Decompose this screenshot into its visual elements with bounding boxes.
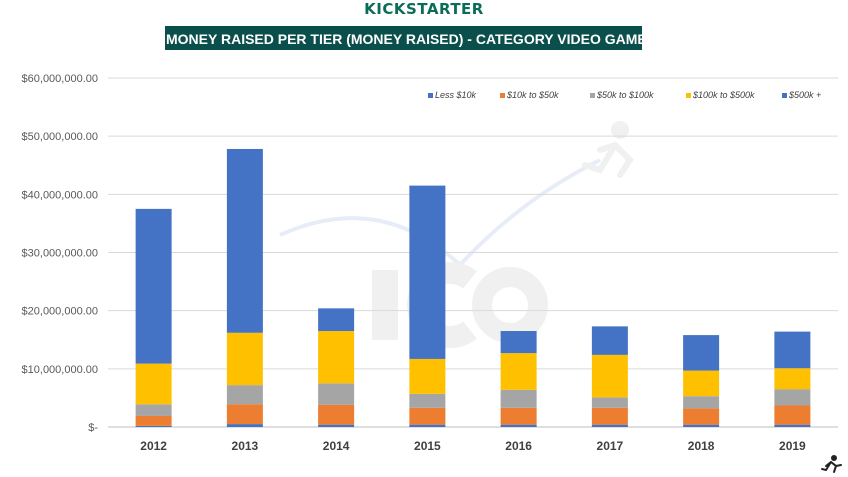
bar-segment	[318, 424, 355, 427]
bar-segment	[135, 425, 172, 427]
bar-segment	[409, 407, 446, 425]
bar-segment	[226, 385, 263, 405]
bar-segment	[774, 389, 811, 406]
bar-segment	[135, 208, 172, 364]
bar-segment	[318, 331, 355, 384]
bar-segment	[591, 326, 628, 355]
legend-swatch	[500, 93, 505, 98]
bar-segment	[500, 389, 537, 408]
bar-segment	[591, 354, 628, 398]
y-tick-label: $30,000,000.00	[22, 248, 98, 260]
x-tick-label: 2015	[414, 439, 441, 453]
bar-segment	[226, 148, 263, 333]
gridlines	[108, 77, 838, 428]
bar-segment	[683, 370, 720, 397]
bar-segment	[774, 331, 811, 369]
y-tick-label: $60,000,000.00	[22, 73, 98, 85]
bar-segment	[135, 363, 172, 405]
brand-title: KICKSTARTER	[364, 0, 484, 18]
bar-segment	[500, 407, 537, 425]
bars	[135, 148, 811, 427]
bar-segment	[226, 332, 263, 386]
y-tick-label: $50,000,000.00	[22, 131, 98, 143]
legend: Less $10k $10k to $50k $50k to $100k $100k …	[428, 90, 821, 100]
bar-segment	[774, 424, 811, 427]
legend-label: $50k to $100k	[596, 90, 654, 100]
legend-label: Less $10k	[435, 90, 477, 100]
bar-segment	[226, 424, 263, 427]
watermark-logo	[279, 121, 634, 348]
bar-segment	[135, 404, 172, 416]
bar-segment	[135, 415, 172, 426]
x-axis: 2012 2013 2014 2015 2016 2017 2018 2019	[140, 439, 806, 453]
runner-icon	[821, 455, 842, 473]
y-tick-label: $10,000,000.00	[22, 364, 98, 376]
bar-segment	[774, 405, 811, 425]
legend-label: $100k to $500k	[692, 90, 755, 100]
legend-label: $500k +	[788, 90, 821, 100]
x-tick-label: 2014	[323, 439, 350, 453]
bar-segment	[683, 424, 720, 427]
bar-segment	[409, 424, 446, 427]
x-tick-label: 2013	[232, 439, 259, 453]
y-tick-label: $20,000,000.00	[22, 306, 98, 318]
x-tick-label: 2016	[505, 439, 532, 453]
legend-swatch	[686, 93, 691, 98]
bar-segment	[500, 424, 537, 427]
bar-segment	[774, 368, 811, 390]
bar-segment	[683, 396, 720, 409]
y-tick-label: $40,000,000.00	[22, 189, 98, 201]
bar-segment	[591, 407, 628, 425]
x-tick-label: 2012	[140, 439, 167, 453]
bar-segment	[318, 404, 355, 425]
x-tick-label: 2017	[597, 439, 624, 453]
y-axis: $- $10,000,000.00 $20,000,000.00 $30,000,00…	[22, 73, 99, 434]
chart-title: MONEY RAISED PER TIER (MONEY RAISED) - C…	[165, 26, 656, 50]
bar-segment	[318, 383, 355, 405]
legend-swatch	[428, 93, 433, 98]
legend-label: $10k to $50k	[506, 90, 559, 100]
x-tick-label: 2018	[688, 439, 715, 453]
bar-segment	[500, 331, 537, 354]
bar-segment	[500, 353, 537, 390]
bar-segment	[409, 393, 446, 408]
bar-segment	[318, 308, 355, 332]
bar-segment	[409, 185, 446, 359]
legend-swatch	[590, 93, 595, 98]
bar-segment	[683, 335, 720, 371]
x-tick-label: 2019	[779, 439, 806, 453]
legend-swatch	[782, 93, 787, 98]
bar-segment	[591, 424, 628, 427]
bar-segment	[683, 408, 720, 425]
bar-segment	[409, 358, 446, 394]
bar-segment	[591, 397, 628, 408]
bar-segment	[226, 404, 263, 425]
y-tick-label: $-	[88, 422, 98, 434]
